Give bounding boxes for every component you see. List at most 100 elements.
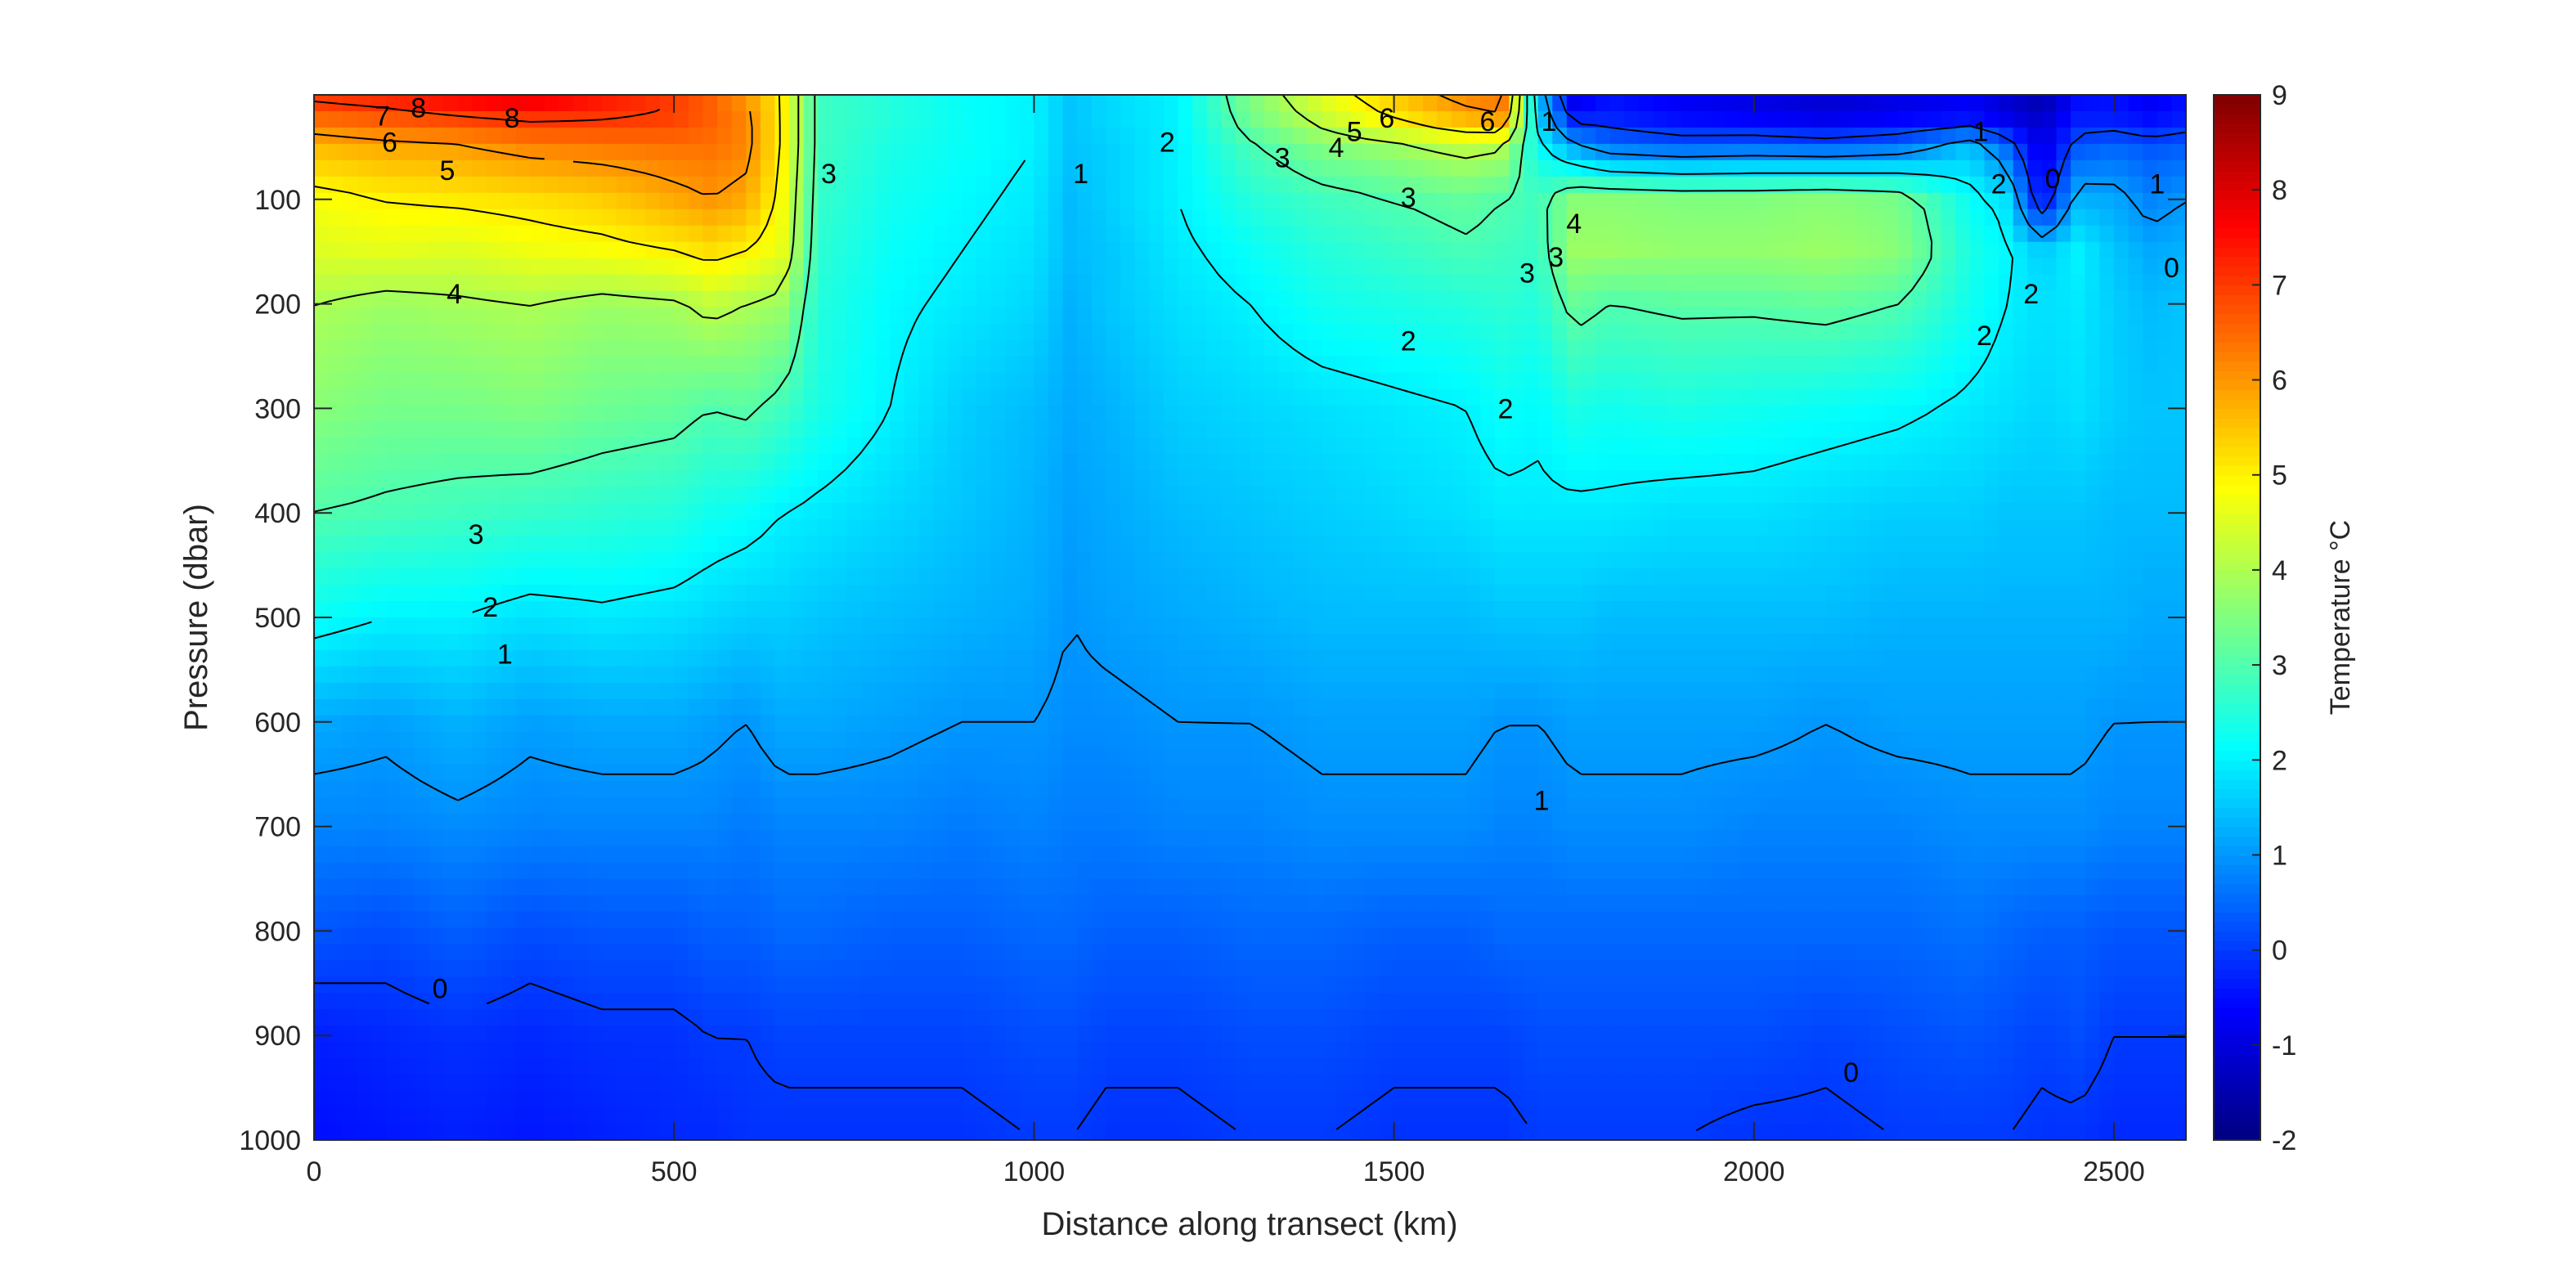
heatmap-cell [343,95,358,112]
heatmap-cell [1624,176,1640,194]
heatmap-cell [688,633,704,651]
heatmap-cell [1077,421,1093,439]
heatmap-cell [1091,503,1107,520]
heatmap-cell [1062,698,1079,716]
heatmap-cell [1609,698,1626,716]
heatmap-cell [659,372,675,390]
heatmap-cell [1278,617,1295,635]
heatmap-cell [587,405,603,423]
heatmap-cell [1681,649,1698,667]
heatmap-cell [1235,649,1251,667]
heatmap-cell [2156,225,2173,243]
heatmap-cell [861,454,877,472]
heatmap-cell [890,258,905,276]
heatmap-cell [731,552,747,569]
heatmap-cell [962,666,977,684]
heatmap-cell [962,356,977,374]
heatmap-cell [1019,601,1035,618]
heatmap-cell [832,225,848,243]
heatmap-cell [1753,95,1770,112]
heatmap-cell [443,356,459,374]
heatmap-cell [1322,339,1337,357]
heatmap-cell [1897,487,1914,505]
heatmap-cell [2099,585,2115,602]
heatmap-cell [746,666,761,684]
heatmap-cell [1019,176,1035,194]
heatmap-cell [1725,601,1740,618]
heatmap-cell [1422,568,1438,586]
heatmap-cell [2171,682,2186,700]
heatmap-cell [371,159,387,177]
heatmap-cell [1797,454,1812,472]
heatmap-cell [1221,356,1236,374]
heatmap-cell [702,192,718,210]
heatmap-cell [1134,585,1151,602]
heatmap-cell [1048,601,1064,618]
heatmap-cell [1595,225,1611,243]
heatmap-cell [1897,682,1914,700]
heatmap-cell [572,666,589,684]
heatmap-cell [2013,339,2029,357]
heatmap-cell [976,519,992,536]
heatmap-cell [1163,682,1179,700]
heatmap-cell [2027,698,2043,716]
heatmap-cell [1753,405,1770,423]
heatmap-cell [357,127,373,145]
heatmap-cell [1278,209,1295,227]
heatmap-cell [1221,487,1236,505]
heatmap-cell [472,307,488,325]
heatmap-cell [774,552,790,569]
heatmap-cell [1019,274,1035,292]
heatmap-cell [2056,241,2071,259]
heatmap-cell [2143,503,2158,520]
heatmap-cell [1350,356,1367,374]
heatmap-cell [1883,143,1899,161]
heatmap-cell [1883,421,1899,439]
heatmap-cell [1437,552,1452,569]
heatmap-cell [1984,209,1999,227]
heatmap-cell [962,176,977,194]
heatmap-cell [1437,568,1452,586]
heatmap-cell [1768,274,1784,292]
heatmap-cell [1393,339,1409,357]
heatmap-cell [947,682,963,700]
heatmap-cell [1782,274,1798,292]
heatmap-cell [559,225,574,243]
heatmap-cell [746,649,761,667]
heatmap-cell [458,568,473,586]
heatmap-cell [343,470,358,488]
heatmap-cell [644,225,661,243]
heatmap-cell [746,356,761,374]
heatmap-cell [2085,388,2101,406]
heatmap-cell [1062,454,1079,472]
heatmap-cell [1941,258,1957,276]
heatmap-cell [328,225,344,243]
heatmap-cell [587,192,603,210]
heatmap-cell [1753,290,1770,308]
heatmap-cell [947,633,963,651]
heatmap-cell [1609,568,1626,586]
heatmap-cell [2171,421,2186,439]
heatmap-cell [1307,454,1323,472]
heatmap-cell [631,519,646,536]
heatmap-cell [1811,487,1827,505]
heatmap-cell [1883,585,1899,602]
heatmap-cell [1465,258,1482,276]
heatmap-cell [1753,143,1770,161]
heatmap-cell [429,323,445,341]
heatmap-cell [1552,339,1568,357]
heatmap-cell [890,421,905,439]
heatmap-cell [2128,143,2143,161]
heatmap-cell [1883,127,1899,145]
heatmap-cell [631,143,646,161]
heatmap-cell [1696,225,1712,243]
heatmap-cell [1524,519,1539,536]
heatmap-cell [2128,258,2143,276]
heatmap-cell [1869,274,1885,292]
heatmap-cell [1897,372,1914,390]
heatmap-cell [1581,258,1596,276]
heatmap-cell [1581,388,1596,406]
heatmap-cell [1264,143,1280,161]
heatmap-cell [1797,209,1812,227]
heatmap-cell [818,388,833,406]
